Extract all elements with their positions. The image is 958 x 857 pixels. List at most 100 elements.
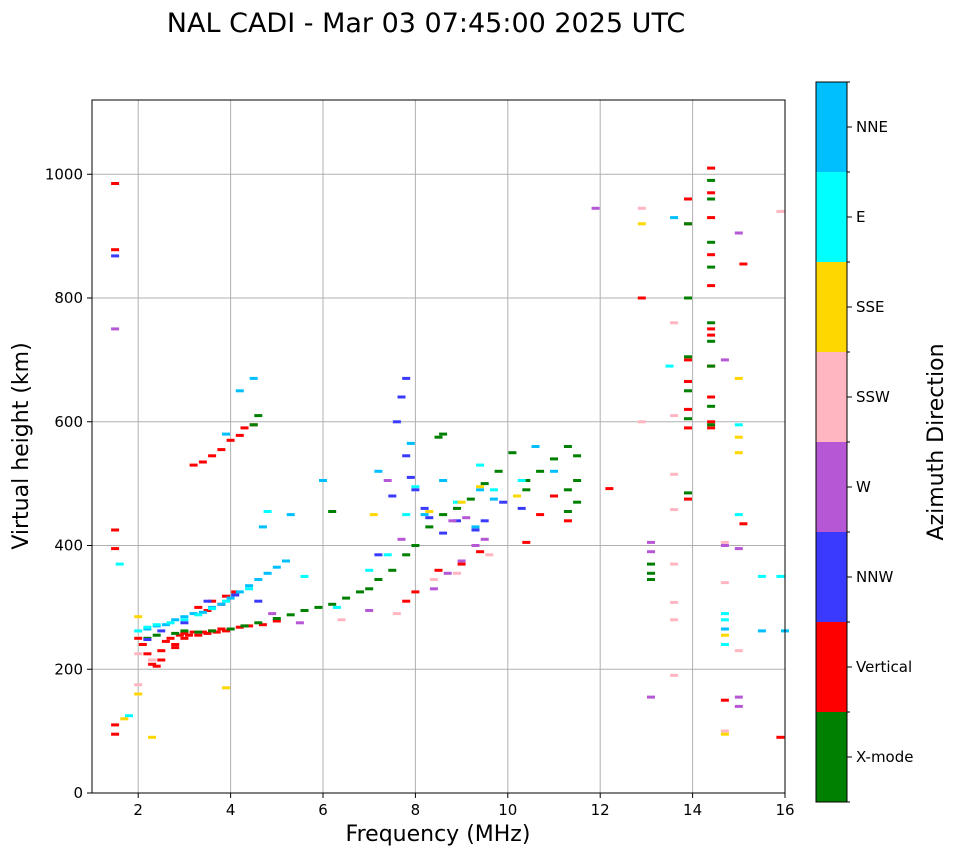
echo-point-nne	[272, 565, 281, 569]
echo-point-vertical	[111, 547, 120, 551]
echo-point-vertical	[157, 649, 166, 653]
echo-point-ssw	[148, 658, 157, 662]
echo-point-x-mode	[684, 417, 692, 421]
echo-point-e	[776, 574, 785, 578]
echo-point-w	[397, 537, 406, 541]
echo-point-vertical	[166, 636, 175, 640]
echo-point-ssw	[485, 553, 494, 557]
echo-point-x-mode	[508, 451, 517, 455]
echo-point-vertical	[111, 248, 120, 252]
echo-point-e	[453, 500, 461, 504]
echo-point-x-mode	[171, 631, 180, 635]
echo-point-x-mode	[707, 404, 716, 408]
plot-frame	[91, 99, 786, 794]
echo-point-nne	[245, 584, 254, 588]
echo-point-w	[295, 621, 304, 625]
echo-point-nne	[282, 559, 290, 563]
echo-point-vertical	[707, 333, 716, 337]
echo-point-x-mode	[439, 432, 448, 436]
echo-point-vertical	[171, 643, 180, 646]
echo-point-nne	[471, 525, 480, 529]
echo-point-e	[208, 607, 217, 611]
echo-point-sse	[222, 686, 230, 690]
echo-point-vertical	[148, 662, 157, 666]
echo-point-vertical	[707, 327, 716, 331]
echo-point-sse	[476, 485, 485, 489]
echo-point-x-mode	[573, 454, 582, 458]
echo-point-e	[720, 618, 729, 622]
echo-point-e	[734, 513, 743, 517]
data-points	[111, 166, 789, 739]
echo-point-vertical	[684, 407, 692, 411]
echo-point-ssw	[670, 562, 679, 566]
echo-point-x-mode	[480, 482, 489, 486]
echo-point-vertical	[739, 522, 748, 526]
echo-point-w	[734, 695, 743, 699]
echo-point-e	[489, 488, 498, 492]
echo-point-e	[194, 613, 203, 617]
echo-point-nne	[531, 445, 540, 448]
colorbar-category-label: X-mode	[856, 748, 913, 766]
echo-point-nne	[180, 615, 189, 619]
echo-point-ssw	[670, 414, 679, 418]
echo-point-x-mode	[563, 488, 572, 492]
colorbar-segment	[816, 622, 847, 712]
echo-point-nne	[254, 578, 263, 581]
echo-point-x-mode	[684, 389, 692, 393]
colorbar-category-label: NNW	[856, 568, 893, 586]
echo-point-nnw	[406, 475, 415, 479]
echo-point-ssw	[453, 571, 461, 575]
echo-point-x-mode	[286, 613, 295, 617]
echo-point-e	[365, 568, 374, 572]
echo-point-e	[734, 423, 743, 427]
echo-point-x-mode	[550, 457, 558, 461]
echo-point-w	[734, 547, 743, 551]
echo-point-nnw	[480, 519, 489, 523]
echo-point-vertical	[231, 590, 240, 594]
echo-point-w	[365, 609, 374, 612]
echo-point-x-mode	[254, 621, 263, 625]
echo-point-sse	[120, 717, 129, 721]
echo-point-nne	[476, 488, 485, 492]
echo-point-sse	[134, 692, 143, 696]
echo-point-x-mode	[707, 364, 716, 368]
echo-point-vertical	[180, 636, 189, 640]
echo-point-nnw	[499, 500, 508, 504]
echo-point-vertical	[720, 698, 729, 702]
echo-point-vertical	[272, 619, 281, 623]
echo-point-vertical	[161, 639, 170, 643]
echo-point-vertical	[707, 284, 716, 288]
echo-point-vertical	[776, 735, 785, 739]
echo-point-vertical	[684, 426, 692, 430]
echo-point-x-mode	[300, 609, 309, 612]
echo-point-vertical	[111, 732, 120, 736]
echo-point-w	[720, 358, 729, 362]
echo-point-vertical	[217, 448, 226, 452]
echo-point-vertical	[198, 630, 207, 634]
echo-point-vertical	[157, 658, 166, 662]
y-tick-label: 800	[54, 289, 83, 307]
y-tick-label: 400	[54, 537, 83, 555]
y-axis-ticks: 0 200 400 600 800 1000	[45, 165, 92, 802]
echo-point-vertical	[684, 380, 692, 383]
echo-point-vertical	[536, 513, 545, 517]
echo-point-sse	[134, 615, 143, 619]
echo-point-vertical	[217, 627, 226, 631]
echo-point-vertical	[240, 426, 249, 430]
echo-point-nnw	[402, 376, 411, 380]
echo-point-e	[134, 629, 143, 633]
echo-point-nnw	[411, 488, 420, 492]
echo-point-x-mode	[707, 321, 716, 325]
echo-point-x-mode	[411, 544, 420, 547]
echo-point-x-mode	[356, 590, 364, 594]
echo-point-e	[411, 485, 420, 489]
echo-point-x-mode	[684, 355, 692, 359]
echo-point-ssw	[670, 472, 679, 476]
echo-point-x-mode	[522, 488, 531, 492]
x-tick-label: 6	[318, 801, 328, 819]
echo-point-w	[443, 571, 452, 575]
echo-point-nnw	[254, 599, 263, 603]
y-tick-label: 600	[54, 413, 83, 431]
echo-point-ssw	[429, 578, 438, 581]
